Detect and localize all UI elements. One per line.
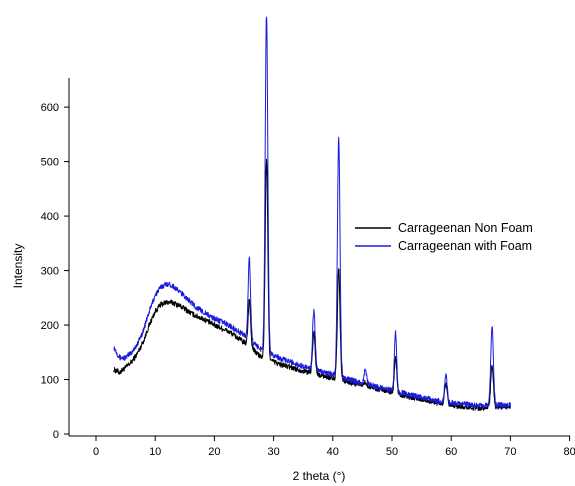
- legend-label-non-foam: Carrageenan Non Foam: [398, 221, 533, 235]
- y-tick-label: 400: [41, 211, 59, 223]
- y-tick-label: 600: [41, 102, 59, 114]
- x-tick-label: 30: [267, 446, 279, 458]
- x-tick-label: 20: [208, 446, 220, 458]
- y-tick-label: 100: [41, 375, 59, 387]
- x-tick-label: 80: [563, 446, 575, 458]
- x-tick-label: 10: [149, 446, 161, 458]
- y-tick-label: 300: [41, 266, 59, 278]
- y-tick-label: 500: [41, 157, 59, 169]
- legend-label-with-foam: Carrageenan with Foam: [398, 239, 532, 253]
- x-tick-label: 60: [445, 446, 457, 458]
- x-tick-label: 0: [93, 446, 99, 458]
- x-axis-title: 2 theta (°): [293, 469, 346, 483]
- x-tick-label: 50: [386, 446, 398, 458]
- series-line-with-foam: [113, 16, 511, 409]
- y-tick-label: 200: [41, 320, 59, 332]
- x-tick-label: 40: [327, 446, 339, 458]
- legend: Carrageenan Non Foam Carrageenan with Fo…: [355, 221, 533, 253]
- y-tick-label: 0: [53, 429, 59, 441]
- y-axis-title: Intensity: [11, 244, 25, 289]
- x-tick-label: 70: [504, 446, 516, 458]
